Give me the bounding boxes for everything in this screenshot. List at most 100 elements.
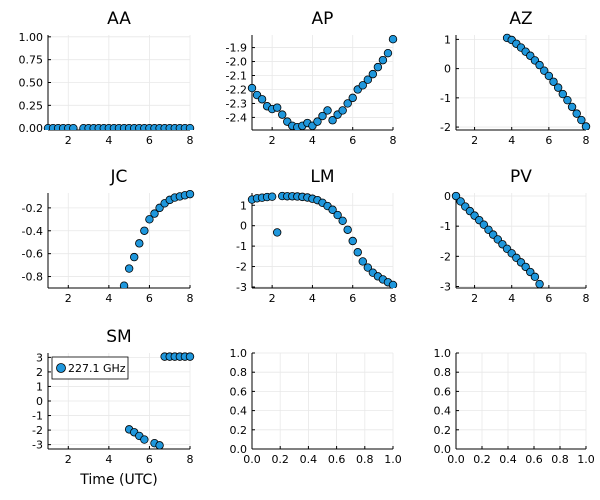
x-tick-label: 8 [583,134,590,147]
data-point [185,123,195,130]
y-tick-label: -2.2 [226,83,247,96]
data-point [328,116,337,125]
x-tick-label: 4 [105,292,112,305]
data-point [348,236,357,246]
data-point [185,352,195,361]
x-tick-label: 6 [349,134,356,147]
subplot-title: LM [310,167,334,187]
data-point [378,55,388,65]
data-point [479,220,489,229]
data-point [549,77,558,86]
x-tick-label: 6 [349,292,356,305]
y-tick-label: 0.6 [230,385,248,398]
data-point [563,95,572,105]
x-tick-label: 6 [545,292,552,305]
subplot-1: 2 4 6 8 0.00 0.25 0.50 0.75 1.00 AA [19,9,195,147]
x-tick-label: 8 [187,134,194,147]
data-point [368,69,378,79]
y-tick-label: 2 [36,366,43,379]
data-point [388,34,398,44]
data-point [535,60,544,70]
data-point [358,257,367,266]
data-point [155,441,164,449]
data-point [572,109,581,118]
legend-marker [56,363,66,373]
x-tick-label: 2 [65,292,72,305]
data-point [318,111,327,121]
data-point [363,75,373,84]
data-point [267,192,277,201]
x-tick-label: 2 [269,134,276,147]
subplot-5: 2 4 6 8 -3 -2 -1 0 1 LM [236,167,398,305]
y-tick-label: -3 [440,280,451,293]
data-point [535,279,544,288]
data-point [567,102,577,112]
x-tick-label: 2 [65,134,72,147]
data-point [530,272,540,282]
data-points [119,189,195,288]
x-tick-label: 8 [390,134,397,147]
y-tick-label: 0 [444,63,451,76]
y-tick-label: 0 [444,190,451,203]
legend-box [51,356,129,380]
x-tick-label: 4 [508,292,515,305]
x-tick-label: 6 [146,453,153,466]
data-point [363,263,373,272]
y-tick-label: -2.4 [226,111,247,124]
x-tick-label: 1.0 [384,453,402,466]
data-point [140,435,149,444]
data-point [383,48,393,58]
x-tick-label: 0.8 [551,453,569,466]
data-points [502,33,591,130]
x-tick-label: 4 [309,134,316,147]
data-point [348,93,357,103]
data-point [558,89,567,99]
data-point [130,252,139,262]
x-tick-label: 8 [390,292,397,305]
subplot-6: 2 4 6 8 -3 -2 -1 0 PV [440,167,589,305]
x-tick-label: 6 [146,134,153,147]
x-tick-label: 0.8 [356,453,374,466]
data-point [145,215,154,224]
x-tick-label: 8 [583,292,590,305]
subplot-title: JC [110,167,128,187]
y-tick-label: 0.4 [230,405,248,418]
data-point [540,66,549,75]
y-tick-label: 0.8 [230,366,248,379]
y-tick-label: 0.0 [230,443,248,456]
x-tick-label: 0.2 [271,453,289,466]
subplot-title: PV [510,167,532,187]
x-tick-label: 0.6 [328,453,346,466]
data-point [247,83,257,93]
data-point [581,122,591,130]
data-point [119,281,129,288]
x-tick-label: 4 [105,134,112,147]
data-point [257,95,267,104]
y-tick-label: -0.2 [22,202,43,215]
y-tick-label: 0.25 [19,99,44,112]
y-tick-label: 1.0 [434,347,452,360]
y-tick-label: 3 [36,351,43,364]
y-tick-label: 0.00 [19,122,44,135]
y-tick-label: 0.2 [230,424,248,437]
subplot-8: 0.0 0.2 0.4 0.6 0.8 1.0 0.0 0.2 0.4 0.6 0.8 1.0 [230,347,402,466]
data-point [69,123,78,130]
x-tick-label: 0.0 [447,453,465,466]
y-tick-label: -3 [32,439,43,452]
data-point [333,210,342,220]
x-tick-label: 0.4 [300,453,318,466]
y-tick-label: 0 [36,395,43,408]
data-point [150,209,159,218]
subplot-title: AA [107,9,131,29]
y-tick-label: -1 [236,240,247,253]
y-tick-label: -0.6 [22,248,43,261]
data-point [140,226,149,235]
x-tick-label: 2 [269,292,276,305]
y-tick-label: -2 [236,261,247,274]
y-tick-label: -2.3 [226,97,247,110]
x-tick-label: 0.6 [525,453,543,466]
x-tick-label: 4 [105,453,112,466]
data-points [124,352,195,449]
legend-label: 227.1 GHz [68,362,126,375]
